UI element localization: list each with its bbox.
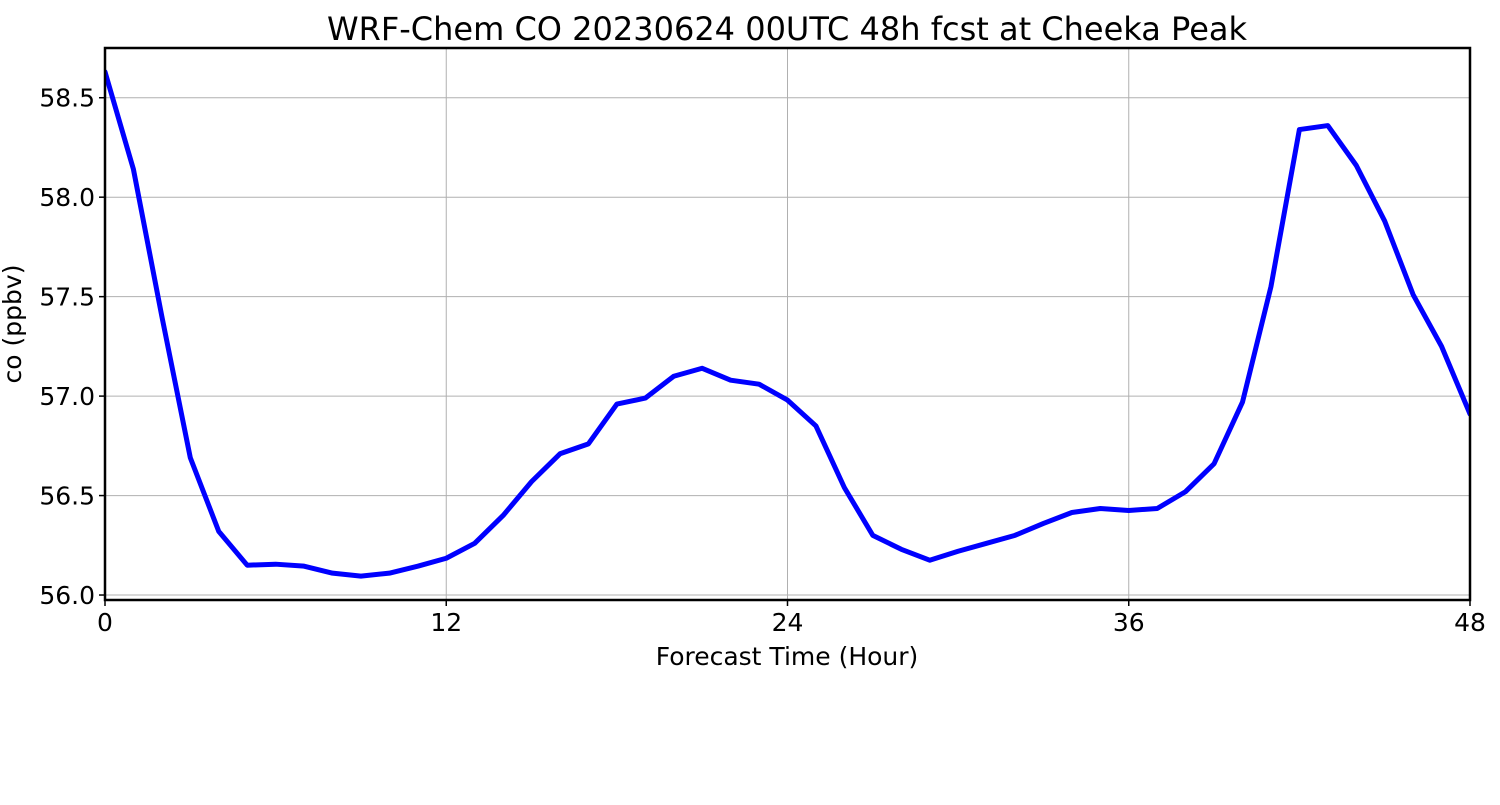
series-line-co (105, 69, 1470, 579)
axis-ticks: 0 12 24 36 48 56.0 56.5 57.0 57.5 58.0 58.5 (39, 84, 1486, 637)
y-axis-label: co (ppbv) (0, 265, 27, 384)
x-tick-label: 48 (1454, 608, 1486, 637)
x-tick-label: 36 (1113, 608, 1145, 637)
y-tick-label: 57.5 (39, 283, 95, 312)
y-tick-label: 56.5 (39, 482, 95, 511)
grid-lines (104, 48, 1471, 600)
y-tick-label: 58.0 (39, 183, 95, 212)
x-axis-label: Forecast Time (Hour) (656, 642, 919, 671)
chart-title: WRF-Chem CO 20230624 00UTC 48h fcst at C… (327, 10, 1248, 48)
y-tick-label: 57.0 (39, 382, 95, 411)
series-layer (105, 69, 1470, 579)
y-tick-label: 58.5 (39, 84, 95, 113)
y-tick-label: 56.0 (39, 581, 95, 610)
x-tick-label: 12 (430, 608, 462, 637)
x-tick-label: 0 (97, 608, 113, 637)
x-tick-label: 24 (772, 608, 804, 637)
